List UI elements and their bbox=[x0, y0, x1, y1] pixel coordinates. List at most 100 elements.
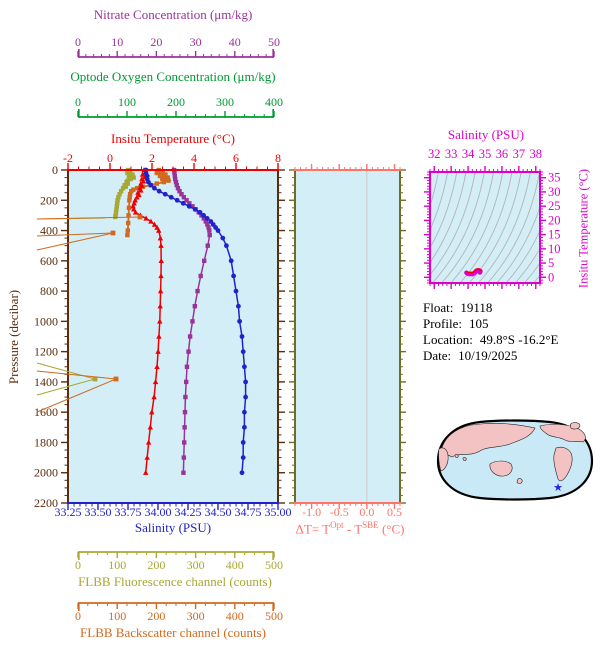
temperature-axis-title: Insitu Temperature (°C) bbox=[111, 131, 235, 146]
tick-label: 34.00 bbox=[145, 505, 172, 519]
salinity-axis-title: Salinity (PSU) bbox=[134, 520, 212, 535]
tick-label: 400 bbox=[226, 609, 244, 623]
tick-label: 35 bbox=[548, 171, 561, 185]
ts-background bbox=[430, 172, 540, 283]
tick-label: 10 bbox=[111, 35, 123, 49]
map-landmass bbox=[440, 423, 536, 458]
tick-label: -1.0 bbox=[302, 505, 321, 519]
tick-label: 400 bbox=[40, 224, 58, 238]
tick-label: 0 bbox=[75, 95, 81, 109]
tick-label: 20 bbox=[150, 35, 162, 49]
tick-label: -2 bbox=[63, 151, 73, 165]
tick-label: 34.25 bbox=[175, 505, 202, 519]
tick-label: 2000 bbox=[34, 466, 58, 480]
fluorescence-axis-title: FLBB Fluorescence channel (counts) bbox=[78, 574, 272, 589]
world-map: ★ bbox=[436, 419, 594, 501]
tick-label: 0 bbox=[548, 270, 554, 284]
tick-label: 1400 bbox=[34, 375, 58, 389]
tick-label: 0.0 bbox=[359, 505, 374, 519]
map-landmass bbox=[454, 454, 459, 458]
tick-label: 33.50 bbox=[85, 505, 112, 519]
tick-label: 30 bbox=[190, 35, 202, 49]
tick-label: 33.75 bbox=[115, 505, 142, 519]
tick-label: 50 bbox=[268, 35, 280, 49]
tick-label: 40 bbox=[229, 35, 241, 49]
ts-profile-curve bbox=[464, 268, 483, 277]
tick-label: 0.5 bbox=[387, 505, 402, 519]
ts-temperature-title: Insitu Temperature (°C) bbox=[576, 168, 591, 289]
float-id-row: Float: 19118 bbox=[423, 300, 492, 316]
tick-label: 200 bbox=[147, 558, 165, 572]
main-plot-borders bbox=[61, 163, 285, 510]
profile-label: Profile: bbox=[423, 316, 462, 331]
tick-label: 10 bbox=[548, 242, 561, 256]
delta-t-axis-title: ΔT= TOpt - TSBE (°C) bbox=[295, 520, 405, 537]
location-row: Location: 49.8°S -16.2°E bbox=[423, 332, 558, 348]
tick-label: 35 bbox=[479, 147, 492, 161]
tick-label: 4 bbox=[191, 151, 197, 165]
tick-label: 38 bbox=[530, 147, 543, 161]
map-landmass bbox=[462, 457, 467, 461]
tick-label: 500 bbox=[265, 609, 283, 623]
tick-label: 32 bbox=[428, 147, 441, 161]
map-landmass bbox=[553, 446, 573, 482]
location-value: 49.8°S -16.2°E bbox=[479, 332, 559, 347]
profile-row: Profile: 105 bbox=[423, 316, 489, 332]
tick-label: 100 bbox=[118, 95, 136, 109]
top-rulers bbox=[77, 49, 275, 611]
tick-label: 33.25 bbox=[55, 505, 82, 519]
tick-label: 0 bbox=[75, 558, 81, 572]
date-value: 10/19/2025 bbox=[458, 348, 518, 363]
tick-label: 8 bbox=[275, 151, 281, 165]
tick-label: 200 bbox=[147, 609, 165, 623]
series-salinity bbox=[143, 167, 249, 476]
tick-label: 33 bbox=[445, 147, 458, 161]
profile-value: 105 bbox=[469, 316, 489, 331]
tick-label: 35.00 bbox=[265, 505, 292, 519]
map-landmass bbox=[438, 447, 449, 472]
tick-label: 300 bbox=[216, 95, 234, 109]
tick-label: 500 bbox=[265, 558, 283, 572]
tick-label: 34.50 bbox=[205, 505, 232, 519]
tick-label: 300 bbox=[187, 609, 205, 623]
backscatter-axis-title: FLBB Backscatter channel (counts) bbox=[80, 625, 266, 640]
main-plot-background bbox=[68, 170, 278, 503]
tick-label: 300 bbox=[187, 558, 205, 572]
map-landmass bbox=[516, 478, 523, 484]
tick-label: 15 bbox=[548, 228, 561, 242]
tick-label: 400 bbox=[265, 95, 283, 109]
tick-label: 2200 bbox=[34, 496, 58, 510]
tick-label: 34.75 bbox=[235, 505, 262, 519]
tick-label: 1800 bbox=[34, 435, 58, 449]
float-label: Float: bbox=[423, 300, 454, 315]
tick-label: 36 bbox=[496, 147, 509, 161]
tick-label: 100 bbox=[108, 609, 126, 623]
tick-label: 1000 bbox=[34, 314, 58, 328]
tick-label: 6 bbox=[233, 151, 239, 165]
tick-label: 0 bbox=[107, 151, 113, 165]
location-label: Location: bbox=[423, 332, 473, 347]
tick-label: 600 bbox=[40, 254, 58, 268]
tick-label: 5 bbox=[548, 256, 554, 270]
map-landmass bbox=[570, 422, 581, 430]
tick-label: 400 bbox=[226, 558, 244, 572]
tick-label: 34 bbox=[462, 147, 475, 161]
delta-t-background bbox=[295, 170, 400, 503]
tick-label: 25 bbox=[548, 199, 561, 213]
delta-t-panel bbox=[289, 164, 406, 509]
tick-label: 1200 bbox=[34, 345, 58, 359]
tick-label: 1600 bbox=[34, 405, 58, 419]
ts-diagram-panel bbox=[424, 166, 546, 289]
tick-label: 2 bbox=[149, 151, 155, 165]
float-value: 19118 bbox=[460, 300, 493, 315]
tick-label: 0 bbox=[75, 35, 81, 49]
tick-label: 20 bbox=[548, 213, 561, 227]
main-profile-panel bbox=[68, 167, 278, 503]
tick-label: 200 bbox=[40, 193, 58, 207]
outlier-spikes bbox=[36, 214, 143, 413]
oxygen-axis-title: Optode Oxygen Concentration (μm/kg) bbox=[70, 69, 276, 84]
float-location-star: ★ bbox=[553, 482, 563, 494]
nitrate-axis-title: Nitrate Concentration (μm/kg) bbox=[93, 7, 253, 22]
